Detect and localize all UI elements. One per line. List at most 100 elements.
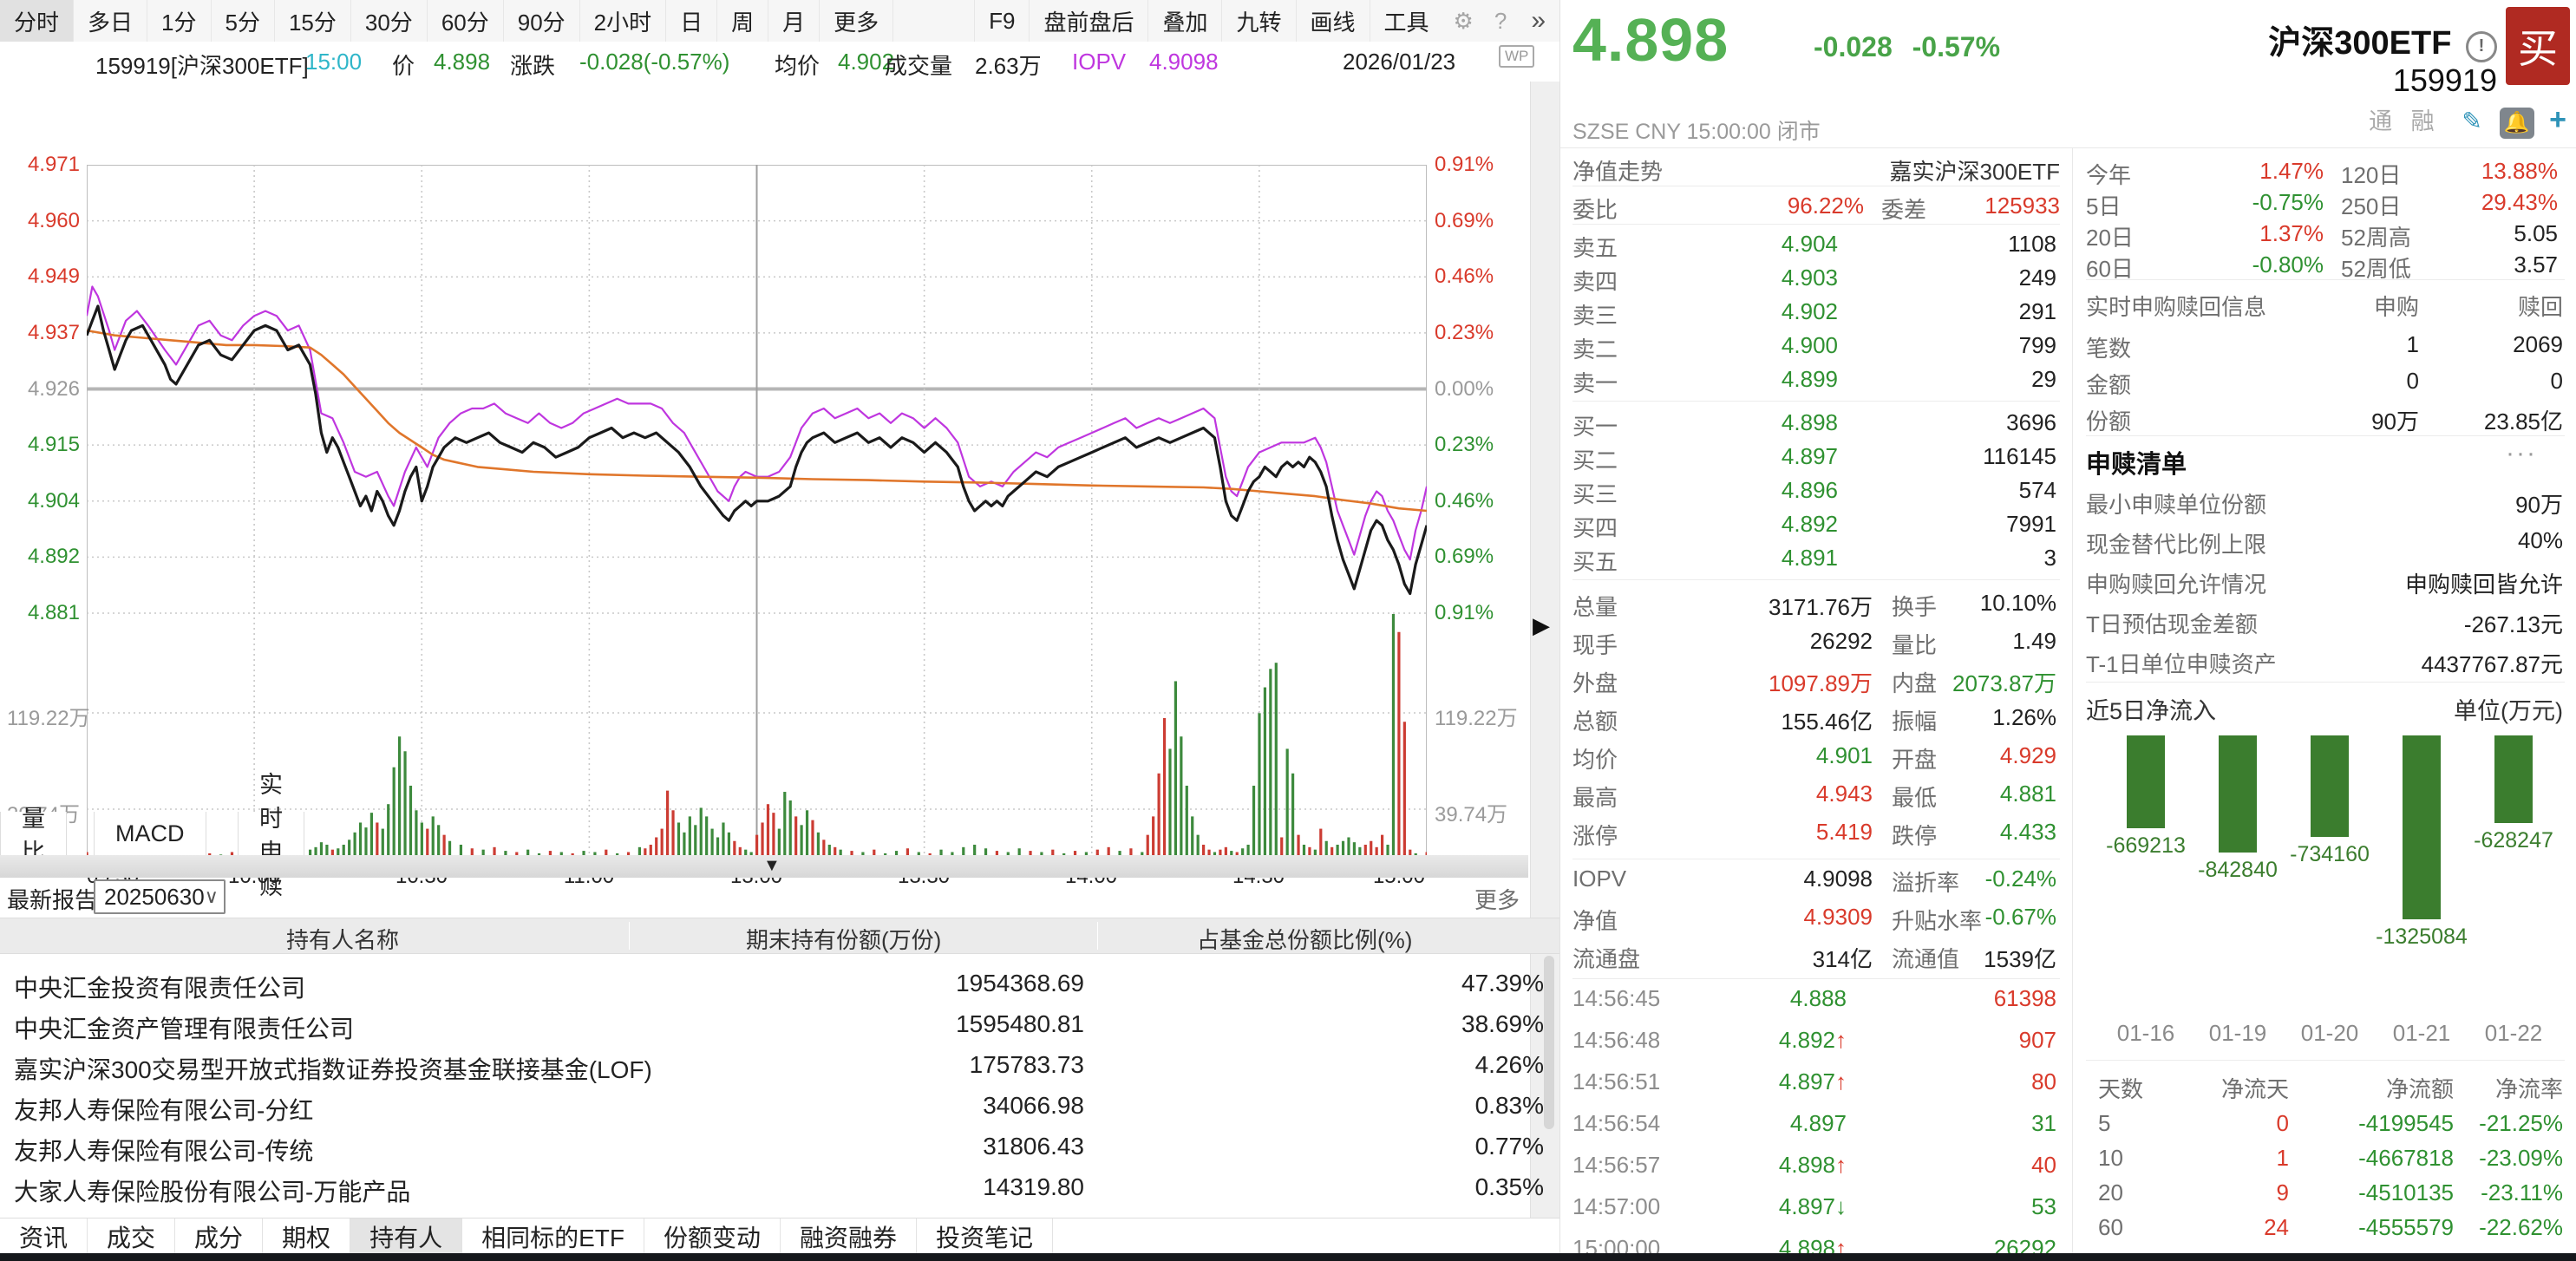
intraday-chart[interactable]: 4.971 4.960 4.949 4.937 4.926 4.915 4.904 4.892…: [0, 82, 1528, 888]
info-icon[interactable]: !: [2466, 30, 2497, 62]
toolbar-item-2小时[interactable]: 2小时: [580, 0, 667, 42]
intraday-chart-canvas[interactable]: [87, 165, 1427, 859]
volume-bar: [309, 849, 312, 859]
volume-value: 2.63万: [975, 53, 1042, 79]
toolbar-item-1分[interactable]: 1分: [147, 0, 212, 42]
tick-arrow-icon: ↑: [1835, 1027, 1847, 1053]
splitter-bar[interactable]: ▼: [0, 855, 1528, 878]
help-icon[interactable]: ?: [1494, 7, 1507, 34]
alert-bell-icon[interactable]: 🔔: [2499, 107, 2534, 139]
edit-icon[interactable]: ✎: [2462, 108, 2482, 134]
orderbook-row-bid[interactable]: 买一 4.898 3696: [1560, 409, 2060, 443]
sq-menu-icon[interactable]: ···: [2506, 439, 2537, 467]
toolbar-item-30分[interactable]: 30分: [351, 0, 428, 42]
volume-bar: [722, 822, 725, 859]
tick-time: 14:56:51: [1572, 1068, 1661, 1094]
tick-list[interactable]: 14:56:42 4.888↓ 62961 14:56:45 4.888 61398 14:…: [1560, 961, 2072, 1253]
orderbook-row-bid[interactable]: 买四 4.892 7991: [1560, 511, 2060, 545]
volume-bar: [939, 849, 943, 859]
table-row[interactable]: 友邦人寿保险有限公司-传统 31806.43 0.77%: [0, 1126, 1559, 1166]
volume-bar: [744, 849, 748, 859]
table-row[interactable]: 中央汇金资产管理有限责任公司 1595480.81 38.69%: [0, 1003, 1559, 1043]
orderbook-row-ask[interactable]: 卖一 4.899 29: [1560, 366, 2060, 400]
tab-份额变动[interactable]: 份额变动: [644, 1219, 781, 1254]
table-row[interactable]: 大家人寿保险股份有限公司-万能产品 14319.80 0.35%: [0, 1166, 1559, 1206]
tick-qty: 31: [2031, 1110, 2056, 1136]
col-rate: 净流率: [2494, 1076, 2563, 1102]
volume-bar: [1319, 828, 1323, 859]
toolbar-item-分时[interactable]: 分时: [0, 0, 75, 42]
buy-button[interactable]: 买: [2506, 7, 2570, 85]
orderbook-row-ask[interactable]: 卖二 4.900 799: [1560, 332, 2060, 366]
sq-label: T-1日单位申赎资产: [2086, 651, 2277, 677]
tab-期权[interactable]: 期权: [263, 1219, 351, 1254]
toolbar-item-日[interactable]: 日: [666, 0, 718, 42]
volume-bar: [1302, 844, 1306, 859]
stat-value: 4.9309: [1803, 904, 1873, 930]
table-row[interactable]: 中央汇金投资有限责任公司 1954368.69 47.39%: [0, 963, 1559, 1003]
toolbar-item-周[interactable]: 周: [717, 0, 769, 42]
toolbar-item-工具[interactable]: 工具: [1369, 0, 1443, 42]
holders-scrollbar[interactable]: [1544, 956, 1554, 1129]
volume-bar: [738, 846, 742, 859]
netflow-bar: [2494, 735, 2533, 823]
toolbar-item-月[interactable]: 月: [768, 0, 821, 42]
toolbar-item-叠加[interactable]: 叠加: [1147, 0, 1221, 42]
tick-qty: 62961: [1907, 961, 2056, 965]
add-icon[interactable]: +: [2549, 103, 2566, 136]
ask-price: 4.903: [1781, 265, 1838, 291]
orderbook-row-bid[interactable]: 买三 4.896 574: [1560, 477, 2060, 511]
holder-shares: 175783.73: [969, 1051, 1084, 1078]
nav-trend-link[interactable]: 净值走势: [1572, 159, 1664, 185]
table-row[interactable]: 嘉实沪深300交易型开放式指数证券投资基金联接基金(LOF) 175783.73 4…: [0, 1044, 1559, 1084]
toolbar-overflow-icon[interactable]: »: [1531, 6, 1546, 35]
rt-subscribe-value: 90万: [2371, 408, 2419, 434]
tab-持有人[interactable]: 持有人: [350, 1219, 463, 1254]
holder-shares: 31806.43: [983, 1133, 1084, 1160]
toolbar-item-多日[interactable]: 多日: [74, 0, 148, 42]
tab-资讯[interactable]: 资讯: [0, 1219, 88, 1254]
netflow-bar: [2219, 735, 2257, 853]
gear-icon[interactable]: ⚙: [1453, 7, 1474, 34]
orderbook-row-ask[interactable]: 卖四 4.903 249: [1560, 265, 2060, 298]
toolbar-item-90分[interactable]: 90分: [504, 0, 580, 42]
table-row[interactable]: 友邦人寿保险有限公司-分红 34066.98 0.83%: [0, 1085, 1559, 1125]
bid-qty: 7991: [2006, 511, 2056, 537]
toolbar-item-更多[interactable]: 更多: [820, 0, 894, 42]
bottom-scroll-strip[interactable]: [0, 1253, 2576, 1261]
orderbook-row-ask[interactable]: 卖五 4.904 1108: [1560, 231, 2060, 265]
volume-bar: [906, 848, 910, 859]
tab-成交[interactable]: 成交: [88, 1219, 176, 1254]
volume-bar: [403, 751, 407, 859]
sq-value: 40%: [2517, 527, 2563, 553]
toolbar-item-画线[interactable]: 画线: [1295, 0, 1370, 42]
toolbar-item-15分[interactable]: 15分: [275, 0, 351, 42]
tab-投资笔记[interactable]: 投资笔记: [917, 1219, 1054, 1254]
ask-label: 卖五: [1572, 235, 1618, 261]
orderbook-row-ask[interactable]: 卖三 4.902 291: [1560, 298, 2060, 332]
orderbook-divider: [1572, 579, 2060, 580]
nf-netdays: 24: [2264, 1214, 2289, 1240]
tab-成分[interactable]: 成分: [175, 1219, 264, 1254]
toolbar-item-60分[interactable]: 60分: [428, 0, 504, 42]
wp-icon[interactable]: WP: [1499, 45, 1535, 68]
toolbar-item-盘前盘后[interactable]: 盘前盘后: [1029, 0, 1147, 42]
toolbar-item-5分[interactable]: 5分: [212, 0, 275, 42]
indicator-tab-实时申赎[interactable]: 实时申赎: [238, 772, 304, 899]
tab-融资融券[interactable]: 融资融券: [780, 1219, 917, 1254]
toolbar-item-F9[interactable]: F9: [974, 0, 1029, 42]
tab-相同标的ETF[interactable]: 相同标的ETF: [462, 1219, 644, 1254]
volume-bar: [783, 792, 787, 859]
stat-label: 流通值: [1892, 946, 1960, 972]
volume-bar: [481, 849, 485, 859]
perf-value: 1.47%: [2259, 158, 2324, 184]
toolbar-item-九转[interactable]: 九转: [1221, 0, 1295, 42]
orderbook-row-bid[interactable]: 买五 4.891 3: [1560, 545, 2060, 578]
report-period-select[interactable]: 20250630 ∨: [94, 879, 226, 914]
volume-bar: [342, 844, 345, 859]
indicator-tab-MACD[interactable]: MACD: [94, 812, 206, 856]
splitter-arrow-icon[interactable]: ▼: [763, 856, 781, 875]
indicator-tab-量比[interactable]: 量比: [0, 806, 67, 866]
orderbook-row-bid[interactable]: 买二 4.897 116145: [1560, 443, 2060, 477]
collapse-arrow-icon[interactable]: ▶: [1533, 612, 1550, 638]
